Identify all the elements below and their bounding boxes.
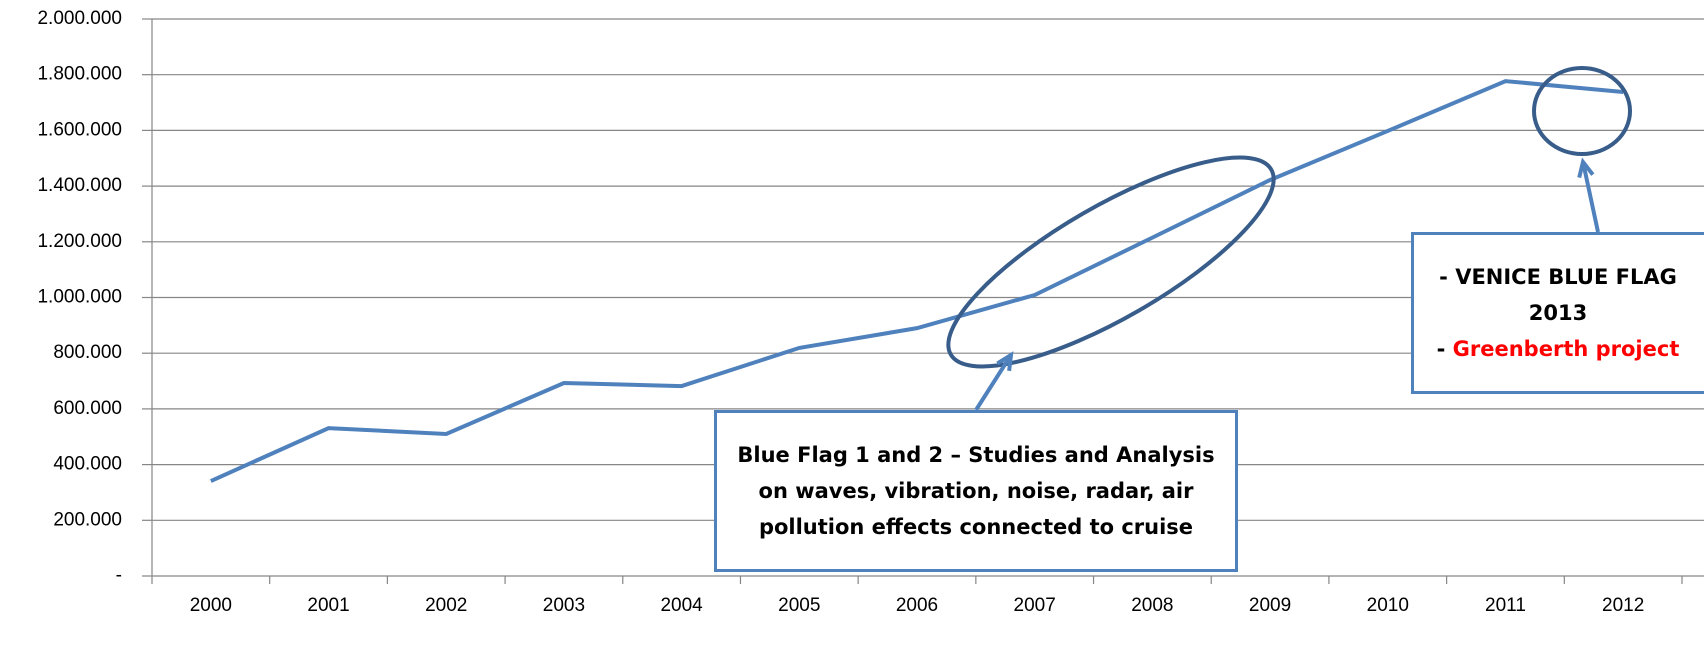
x-tick-label: 2006 [896,595,938,616]
x-tick-label: 2005 [778,595,820,616]
annotation-highlight: Greenberth project [1452,337,1680,361]
y-tick-label: 1.000.000 [37,287,122,308]
x-tick-label: 2009 [1249,595,1291,616]
x-tick-label: 2011 [1485,595,1526,616]
x-tick-label: 2007 [1014,595,1056,616]
x-tick-label: 2000 [190,595,232,616]
y-tick-label: 1.800.000 [37,64,122,85]
annotation-text: - VENICE BLUE FLAG 2013 [1439,265,1677,325]
y-tick-label: 600.000 [53,398,122,419]
x-tick-label: 2001 [307,595,349,616]
arrow-head [1577,157,1595,179]
annotation-content: - VENICE BLUE FLAG 2013 - Greenberth pro… [1414,259,1702,367]
arrow-shaft [974,353,1013,412]
y-tick-label: 1.400.000 [37,175,122,196]
y-tick-label: 1.200.000 [37,231,122,252]
x-tick-label: 2003 [543,595,585,616]
y-tick-label: 1.600.000 [37,119,122,140]
y-tick-label: - [116,565,122,586]
x-tick-label: 2012 [1602,595,1644,616]
highlight-ellipse [1532,66,1632,156]
x-tick-label: 2002 [425,595,467,616]
annotation-box: - VENICE BLUE FLAG 2013 - Greenberth pro… [1411,232,1704,394]
arrow-head [996,351,1014,372]
x-tick-label: 2008 [1131,595,1173,616]
annotation-box: Blue Flag 1 and 2 – Studies and Analysis… [714,410,1238,572]
annotation-text: - [1436,337,1453,361]
x-tick-label: 2004 [660,595,703,616]
y-tick-label: 2.000.000 [37,8,122,29]
annotation-line: - Greenberth project [1414,331,1702,367]
annotation-text: Blue Flag 1 and 2 – Studies and Analysis… [737,443,1215,539]
y-tick-label: 800.000 [53,342,122,363]
arrow-shaft [1581,161,1600,233]
line [210,79,1624,483]
highlight-ellipse [946,155,1276,369]
x-tick-label: 2010 [1367,595,1409,616]
y-tick-label: 400.000 [53,454,122,475]
y-tick-label: 200.000 [53,509,122,530]
